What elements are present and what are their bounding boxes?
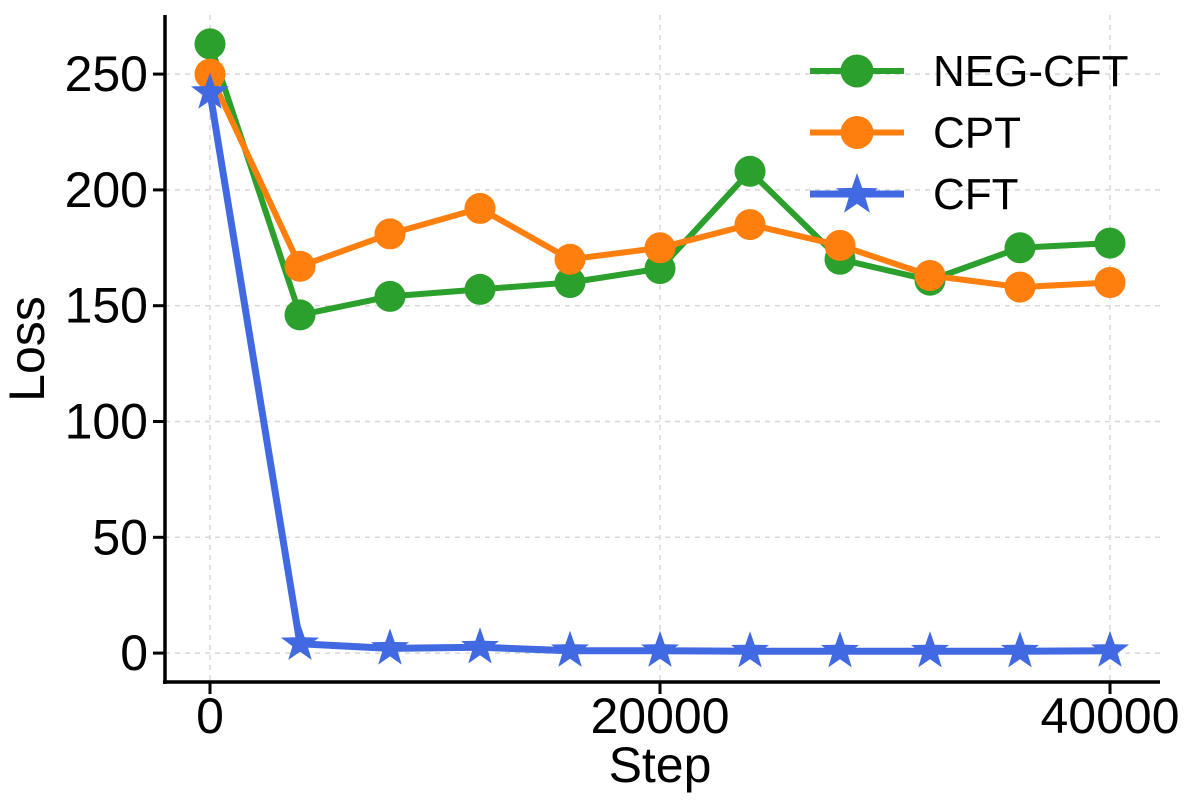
data-point: [374, 218, 406, 250]
data-point: [914, 260, 946, 291]
y-axis-title: Loss: [0, 296, 55, 402]
data-point-star: [280, 623, 320, 660]
data-point: [734, 209, 766, 241]
data-point: [1004, 271, 1036, 303]
data-point-star: [820, 631, 860, 668]
x-tick-label: 20000: [590, 688, 729, 744]
data-point: [644, 232, 676, 264]
series-CFT: [190, 72, 1130, 668]
data-point-star: [1000, 631, 1040, 668]
legend-circle-marker-icon: [840, 54, 874, 88]
data-point: [464, 192, 496, 224]
data-point-star: [370, 628, 410, 665]
y-tick-label: 150: [65, 278, 148, 334]
data-point: [464, 273, 496, 305]
data-point: [1094, 227, 1126, 259]
data-point: [284, 299, 316, 331]
data-point-star: [190, 72, 230, 109]
data-point: [1094, 267, 1126, 298]
data-point-star: [910, 631, 950, 668]
legend-star-marker-icon: [836, 173, 878, 213]
y-tick-label: 250: [65, 46, 148, 102]
y-tick-label: 100: [65, 394, 148, 450]
data-point: [734, 155, 766, 187]
legend-label: NEG-CFT: [933, 47, 1129, 96]
y-tick-label: 200: [65, 162, 148, 218]
y-tick-label: 0: [120, 625, 148, 681]
series-NEG-CFT: [194, 28, 1126, 331]
data-point: [374, 280, 406, 312]
legend-label: CPT: [933, 109, 1021, 158]
legend-item-CFT: CFT: [810, 170, 1019, 219]
data-point: [554, 243, 586, 275]
series-CPT: [194, 58, 1126, 303]
data-point-star: [640, 630, 680, 667]
legend: NEG-CFT CPT CFT: [810, 47, 1129, 219]
data-point: [1004, 232, 1036, 264]
legend-item-NEG-CFT: NEG-CFT: [810, 47, 1129, 96]
data-point: [554, 267, 586, 298]
x-tick-label: 0: [196, 688, 224, 744]
legend-circle-marker-icon: [840, 116, 874, 149]
data-point-star: [550, 630, 590, 667]
data-point: [284, 250, 316, 282]
data-point-star: [1090, 630, 1130, 667]
x-axis-title: Step: [609, 737, 712, 793]
data-point-star: [460, 627, 500, 664]
x-tick-label: 40000: [1040, 688, 1179, 744]
legend-item-CPT: CPT: [810, 109, 1021, 158]
legend-label: CFT: [933, 170, 1019, 219]
data-point: [824, 229, 856, 261]
tick-labels: 0 50 100 150 200 250 0 20000 40000: [65, 46, 1180, 744]
tick-marks: [153, 72, 1112, 694]
data-point-star: [730, 631, 770, 668]
data-point: [194, 28, 226, 60]
y-tick-label: 50: [92, 509, 148, 565]
